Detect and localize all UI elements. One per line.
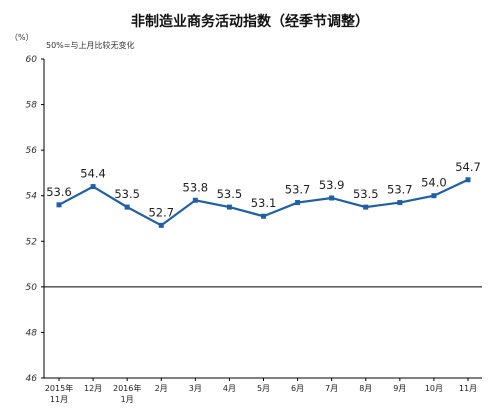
x-tick-label: 12月 <box>84 384 102 393</box>
y-tick-label: 50 <box>26 283 38 293</box>
data-label: 53.7 <box>387 183 413 197</box>
data-point <box>192 197 198 203</box>
x-tick-label: 6月 <box>291 384 304 393</box>
data-point <box>431 193 437 199</box>
x-tick-label: 2016年 <box>113 383 141 393</box>
data-label: 54.0 <box>421 176 447 190</box>
data-point <box>56 202 62 208</box>
data-point <box>158 222 164 228</box>
data-label: 54.7 <box>455 160 481 174</box>
y-tick-label: 54 <box>26 192 38 202</box>
x-tick-label: 4月 <box>223 384 236 393</box>
x-ticks: 2015年 11月 12月 2016年 1月 2月 3月 4月 5月 6月 7月 8月 9月 10月 11月 <box>45 378 477 404</box>
x-tick-label: 5月 <box>257 384 270 393</box>
data-labels: 53.6 54.4 53.5 52.7 53.8 53.5 53.1 53.7 53.9 53.5… <box>46 160 481 220</box>
data-points <box>56 177 471 228</box>
chart-title: 非制造业商务活动指数（经季节调整） <box>131 13 369 30</box>
data-point <box>363 204 369 210</box>
x-tick-label: 7月 <box>325 384 338 393</box>
data-point <box>329 195 335 201</box>
data-label: 52.7 <box>148 205 174 219</box>
y-tick-label: 48 <box>26 328 38 338</box>
data-label: 53.5 <box>114 187 140 201</box>
data-label: 53.1 <box>251 196 277 210</box>
y-tick-label: 58 <box>26 101 38 111</box>
x-tick-label: 1月 <box>121 395 134 404</box>
data-point <box>226 204 232 210</box>
x-tick-label: 10月 <box>425 384 443 393</box>
data-point <box>397 200 403 206</box>
y-tick-label: 46 <box>26 374 38 384</box>
data-label: 53.5 <box>353 187 379 201</box>
y-ticks: 46 48 50 52 54 56 58 60 <box>26 55 44 384</box>
x-tick-label: 2月 <box>155 384 168 393</box>
data-label: 53.7 <box>285 183 311 197</box>
x-tick-label: 11月 <box>459 384 477 393</box>
data-point <box>124 204 130 210</box>
x-tick-label: 11月 <box>50 395 68 404</box>
x-tick-label: 3月 <box>189 384 202 393</box>
data-point <box>261 213 266 219</box>
data-label: 54.4 <box>80 167 106 181</box>
data-label: 53.8 <box>183 180 209 194</box>
data-point <box>295 200 301 206</box>
y-tick-label: 52 <box>26 237 38 247</box>
data-point <box>465 177 471 183</box>
y-tick-label: 60 <box>26 55 38 65</box>
unit-label: （%） <box>10 33 34 42</box>
x-tick-label: 2015年 <box>45 383 73 393</box>
chart-note: 50%=与上月比较无变化 <box>46 40 134 50</box>
y-tick-label: 56 <box>26 146 38 156</box>
x-tick-label: 8月 <box>359 384 372 393</box>
data-label: 53.5 <box>217 187 243 201</box>
data-point <box>90 184 96 190</box>
x-tick-label: 9月 <box>393 384 406 393</box>
data-label: 53.6 <box>46 185 72 199</box>
data-label: 53.9 <box>319 178 345 192</box>
